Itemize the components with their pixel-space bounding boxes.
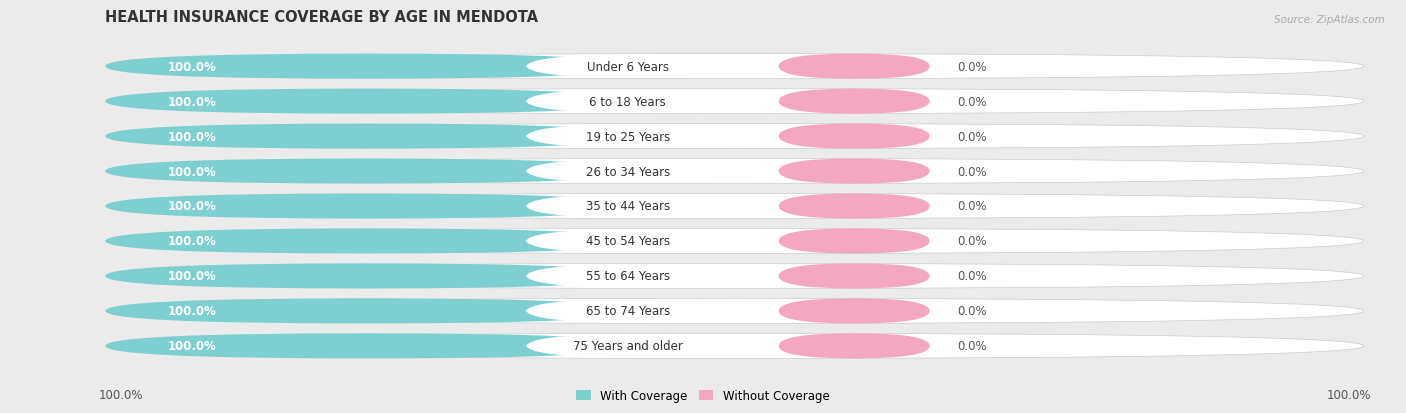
FancyBboxPatch shape bbox=[526, 265, 730, 287]
FancyBboxPatch shape bbox=[526, 160, 730, 183]
FancyBboxPatch shape bbox=[105, 229, 627, 254]
FancyBboxPatch shape bbox=[779, 89, 929, 114]
FancyBboxPatch shape bbox=[105, 299, 627, 324]
Text: 100.0%: 100.0% bbox=[169, 165, 217, 178]
FancyBboxPatch shape bbox=[105, 263, 1364, 289]
Text: Source: ZipAtlas.com: Source: ZipAtlas.com bbox=[1274, 15, 1385, 25]
FancyBboxPatch shape bbox=[526, 335, 730, 357]
Text: HEALTH INSURANCE COVERAGE BY AGE IN MENDOTA: HEALTH INSURANCE COVERAGE BY AGE IN MEND… bbox=[105, 10, 538, 25]
Text: 0.0%: 0.0% bbox=[957, 305, 987, 318]
Text: Under 6 Years: Under 6 Years bbox=[586, 61, 669, 74]
FancyBboxPatch shape bbox=[105, 124, 1364, 150]
FancyBboxPatch shape bbox=[779, 55, 929, 80]
Text: 100.0%: 100.0% bbox=[169, 270, 217, 283]
Text: 100.0%: 100.0% bbox=[169, 200, 217, 213]
FancyBboxPatch shape bbox=[105, 194, 627, 219]
Text: 65 to 74 Years: 65 to 74 Years bbox=[585, 305, 669, 318]
Text: 0.0%: 0.0% bbox=[957, 339, 987, 352]
Text: 0.0%: 0.0% bbox=[957, 235, 987, 248]
Text: 26 to 34 Years: 26 to 34 Years bbox=[585, 165, 669, 178]
FancyBboxPatch shape bbox=[779, 194, 929, 219]
FancyBboxPatch shape bbox=[779, 299, 929, 324]
FancyBboxPatch shape bbox=[105, 299, 1364, 324]
FancyBboxPatch shape bbox=[779, 263, 929, 289]
Text: 6 to 18 Years: 6 to 18 Years bbox=[589, 95, 666, 108]
FancyBboxPatch shape bbox=[779, 124, 929, 150]
Text: 100.0%: 100.0% bbox=[169, 130, 217, 143]
FancyBboxPatch shape bbox=[105, 229, 1364, 254]
FancyBboxPatch shape bbox=[105, 263, 627, 289]
FancyBboxPatch shape bbox=[526, 90, 730, 113]
FancyBboxPatch shape bbox=[779, 229, 929, 254]
FancyBboxPatch shape bbox=[105, 159, 1364, 184]
Text: 100.0%: 100.0% bbox=[169, 95, 217, 108]
FancyBboxPatch shape bbox=[105, 124, 627, 150]
Text: 0.0%: 0.0% bbox=[957, 95, 987, 108]
FancyBboxPatch shape bbox=[105, 89, 1364, 114]
Text: 100.0%: 100.0% bbox=[169, 305, 217, 318]
Text: 55 to 64 Years: 55 to 64 Years bbox=[586, 270, 669, 283]
Text: 0.0%: 0.0% bbox=[957, 270, 987, 283]
FancyBboxPatch shape bbox=[105, 333, 627, 358]
FancyBboxPatch shape bbox=[105, 159, 627, 184]
Text: 0.0%: 0.0% bbox=[957, 165, 987, 178]
Text: 100.0%: 100.0% bbox=[169, 339, 217, 352]
Text: 100.0%: 100.0% bbox=[1326, 388, 1371, 401]
Text: 0.0%: 0.0% bbox=[957, 130, 987, 143]
Text: 100.0%: 100.0% bbox=[169, 235, 217, 248]
Text: 100.0%: 100.0% bbox=[169, 61, 217, 74]
Text: 35 to 44 Years: 35 to 44 Years bbox=[586, 200, 669, 213]
Text: 100.0%: 100.0% bbox=[98, 388, 143, 401]
FancyBboxPatch shape bbox=[526, 230, 730, 253]
Text: 0.0%: 0.0% bbox=[957, 61, 987, 74]
FancyBboxPatch shape bbox=[526, 56, 730, 78]
FancyBboxPatch shape bbox=[779, 333, 929, 358]
Legend: With Coverage, Without Coverage: With Coverage, Without Coverage bbox=[572, 385, 834, 407]
FancyBboxPatch shape bbox=[105, 55, 1364, 80]
FancyBboxPatch shape bbox=[105, 55, 627, 80]
FancyBboxPatch shape bbox=[105, 89, 627, 114]
FancyBboxPatch shape bbox=[779, 159, 929, 184]
Text: 19 to 25 Years: 19 to 25 Years bbox=[585, 130, 669, 143]
FancyBboxPatch shape bbox=[105, 194, 1364, 219]
Text: 45 to 54 Years: 45 to 54 Years bbox=[586, 235, 669, 248]
FancyBboxPatch shape bbox=[526, 126, 730, 148]
FancyBboxPatch shape bbox=[526, 300, 730, 323]
FancyBboxPatch shape bbox=[526, 195, 730, 218]
FancyBboxPatch shape bbox=[105, 333, 1364, 358]
Text: 75 Years and older: 75 Years and older bbox=[572, 339, 682, 352]
Text: 0.0%: 0.0% bbox=[957, 200, 987, 213]
